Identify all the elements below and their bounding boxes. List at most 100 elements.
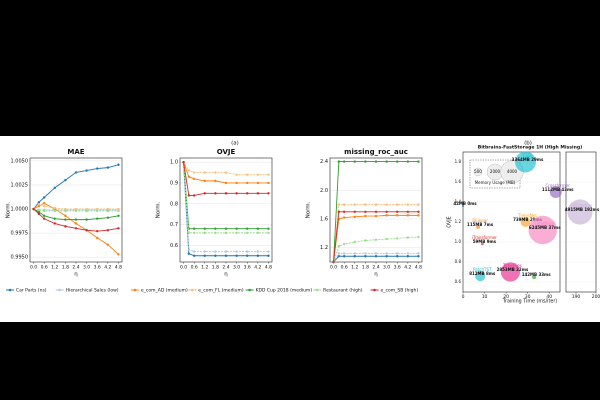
point	[85, 169, 88, 172]
series-line	[333, 161, 419, 263]
point	[256, 254, 260, 257]
x-tick-label: 0.0	[330, 265, 337, 271]
point	[342, 160, 346, 163]
x-tick-label: 0.0	[180, 265, 187, 271]
point	[342, 203, 346, 206]
point	[267, 192, 270, 195]
point	[42, 196, 46, 199]
point	[246, 227, 249, 230]
point	[235, 192, 238, 195]
point	[337, 245, 341, 248]
point	[37, 208, 41, 212]
y-tick-label: 2.0	[320, 188, 328, 194]
y-tick-label: 0.9950	[11, 255, 29, 261]
point	[364, 210, 367, 213]
y-axis-label: OVJE	[447, 216, 453, 227]
bubble	[567, 199, 593, 225]
y-tick-label: 0.6	[170, 243, 178, 249]
point	[106, 207, 110, 211]
bubble	[500, 262, 521, 282]
series-line	[333, 211, 419, 263]
size-legend-bubble	[473, 167, 483, 177]
point	[353, 160, 356, 163]
point	[235, 250, 238, 253]
series-line	[183, 162, 269, 253]
point	[385, 214, 388, 217]
point	[214, 192, 217, 195]
legend-label: KDD Cup 2018 (medium)	[256, 288, 313, 294]
point	[214, 250, 217, 253]
x-tick-label: 10	[482, 294, 488, 300]
point	[214, 227, 217, 230]
point	[106, 229, 110, 232]
point	[396, 214, 399, 217]
point	[53, 206, 56, 210]
series-line	[33, 208, 119, 232]
point	[374, 252, 378, 255]
x-tick-label: 4.8	[265, 265, 272, 271]
point	[396, 252, 399, 255]
point	[187, 231, 191, 235]
point	[337, 252, 341, 255]
bubble	[476, 225, 481, 229]
x-tick-label: 2.4	[372, 265, 379, 271]
point	[406, 236, 410, 239]
point	[374, 214, 378, 218]
point	[117, 209, 120, 213]
series-line	[183, 161, 269, 176]
point	[203, 231, 206, 235]
point	[235, 173, 238, 176]
point	[106, 243, 110, 246]
legend-marker	[58, 288, 61, 292]
point-name: iTransformer	[472, 235, 497, 240]
y-tick-label: 0.7	[170, 222, 178, 228]
bubble	[531, 274, 537, 280]
point	[224, 192, 228, 195]
point	[74, 222, 78, 225]
bubble	[475, 270, 486, 282]
point	[353, 255, 356, 258]
plot-frame	[29, 157, 123, 263]
point	[203, 192, 206, 195]
point	[187, 194, 191, 197]
point	[64, 207, 67, 211]
bubble	[481, 242, 484, 246]
y-tick-label: 1.0050	[11, 158, 29, 164]
point	[342, 242, 346, 246]
point	[106, 166, 110, 169]
y-tick-label: 1.8	[455, 159, 462, 164]
point	[267, 250, 270, 253]
series-line	[33, 164, 119, 210]
point	[192, 171, 196, 174]
x-tick-label: 0.6	[41, 265, 48, 271]
x-tick-label: 4.8	[115, 265, 122, 271]
y-tick-label: 0.9975	[11, 231, 29, 237]
point	[96, 209, 99, 213]
point	[37, 203, 41, 206]
series-line	[33, 208, 119, 211]
point	[385, 255, 388, 258]
point	[37, 204, 41, 208]
point	[417, 210, 420, 213]
point	[406, 255, 410, 258]
point	[353, 252, 356, 255]
point	[256, 192, 260, 195]
point	[267, 173, 270, 176]
point	[385, 237, 388, 241]
point-label: 4915MB 192ms	[565, 207, 600, 212]
point	[267, 254, 270, 257]
panel-label: (a)	[231, 141, 239, 147]
y-tick-label: 2.4	[320, 159, 328, 165]
x-tick-label: 3.6	[244, 265, 251, 271]
point	[53, 209, 56, 213]
point	[364, 255, 367, 258]
point	[53, 186, 56, 190]
point	[396, 255, 399, 258]
panel-title: OVJE	[217, 148, 236, 156]
point	[256, 231, 260, 235]
point	[224, 250, 228, 253]
point	[224, 231, 228, 235]
series-line	[333, 252, 419, 263]
point	[74, 227, 78, 230]
